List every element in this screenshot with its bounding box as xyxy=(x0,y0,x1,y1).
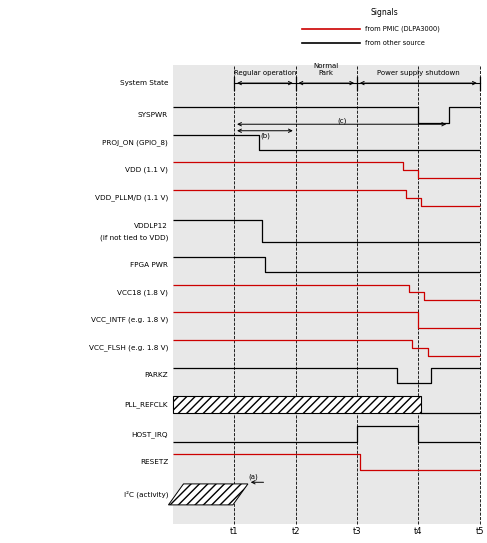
Text: (a): (a) xyxy=(248,473,258,480)
Text: VDD_PLLM/D (1.1 V): VDD_PLLM/D (1.1 V) xyxy=(95,194,168,201)
Text: from PMIC (DLPA3000): from PMIC (DLPA3000) xyxy=(365,26,440,32)
Text: from other source: from other source xyxy=(365,40,425,47)
Text: System State: System State xyxy=(119,80,168,86)
Text: VDDLP12: VDDLP12 xyxy=(134,223,168,229)
Text: (if not tied to VDD): (if not tied to VDD) xyxy=(100,234,168,241)
Text: (b): (b) xyxy=(260,133,270,140)
Text: Regular operation: Regular operation xyxy=(234,70,296,75)
Text: FPGA PWR: FPGA PWR xyxy=(130,262,168,268)
Polygon shape xyxy=(173,396,421,413)
Text: VCC_INTF (e.g. 1.8 V): VCC_INTF (e.g. 1.8 V) xyxy=(91,317,168,324)
Text: t2: t2 xyxy=(291,527,300,536)
Polygon shape xyxy=(169,484,248,505)
Text: PROJ_ON (GPIO_8): PROJ_ON (GPIO_8) xyxy=(102,139,168,146)
Text: I²C (activity): I²C (activity) xyxy=(124,491,168,498)
Text: (c): (c) xyxy=(337,117,346,124)
Text: PARKZ: PARKZ xyxy=(144,372,168,378)
Text: PLL_REFCLK: PLL_REFCLK xyxy=(125,401,168,408)
Text: Signals: Signals xyxy=(371,8,398,17)
Text: VDD (1.1 V): VDD (1.1 V) xyxy=(125,167,168,173)
Text: VCC18 (1.8 V): VCC18 (1.8 V) xyxy=(117,289,168,295)
Text: t5: t5 xyxy=(475,527,484,536)
Polygon shape xyxy=(173,65,480,524)
Text: SYSPWR: SYSPWR xyxy=(138,112,168,118)
Text: RESETZ: RESETZ xyxy=(140,459,168,465)
Text: VCC_FLSH (e.g. 1.8 V): VCC_FLSH (e.g. 1.8 V) xyxy=(89,344,168,351)
Text: Normal
Park: Normal Park xyxy=(314,63,339,75)
Text: t4: t4 xyxy=(414,527,423,536)
Text: HOST_IRQ: HOST_IRQ xyxy=(131,431,168,438)
Text: t3: t3 xyxy=(353,527,361,536)
Text: t1: t1 xyxy=(230,527,239,536)
Text: Power supply shutdown: Power supply shutdown xyxy=(377,70,460,75)
